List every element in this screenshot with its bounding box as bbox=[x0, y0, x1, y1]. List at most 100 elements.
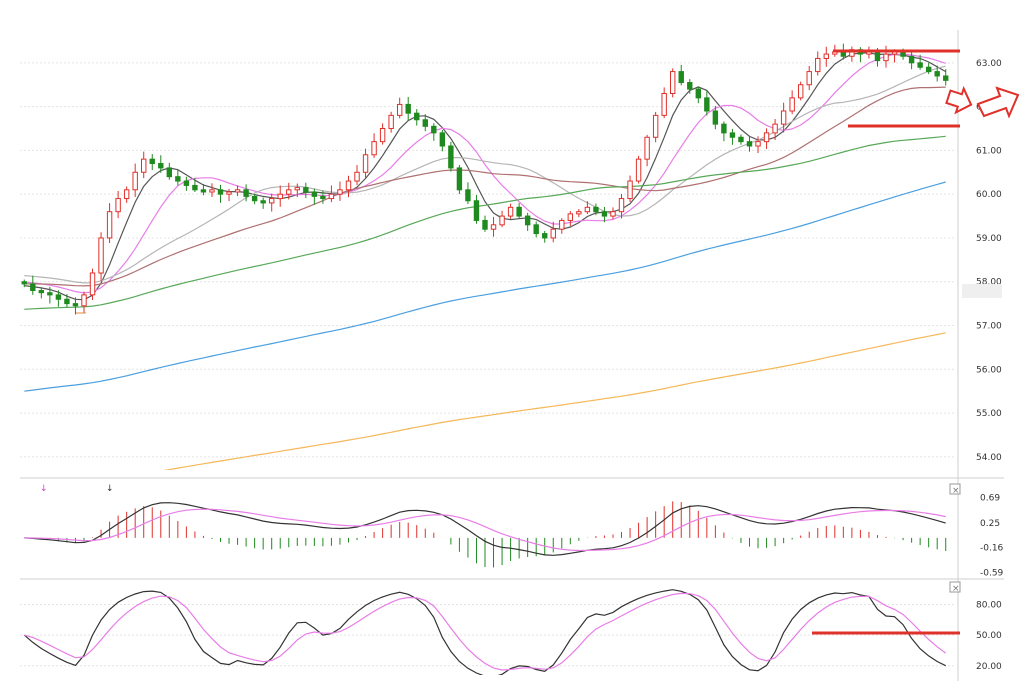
macd-lines bbox=[24, 502, 946, 556]
candle-104 bbox=[908, 55, 915, 64]
candle-63 bbox=[559, 219, 565, 230]
candle-55 bbox=[490, 224, 497, 230]
candle-58 bbox=[516, 206, 522, 217]
candle-61 bbox=[542, 233, 548, 239]
kd-y-tick-1: 50.00 bbox=[976, 631, 1002, 641]
macd-dif-line bbox=[24, 502, 946, 556]
candle-17 bbox=[166, 167, 173, 178]
candle-47 bbox=[422, 119, 428, 127]
candle-84 bbox=[738, 136, 744, 143]
candle-103 bbox=[900, 51, 906, 57]
kd-k-line bbox=[23, 589, 946, 675]
candle-5 bbox=[64, 298, 70, 305]
candle-1 bbox=[30, 283, 36, 291]
candle-72 bbox=[635, 158, 642, 182]
candle-49 bbox=[439, 132, 446, 147]
candle-10 bbox=[106, 211, 113, 239]
candle-35 bbox=[320, 195, 326, 200]
y-tick-4: 59.00 bbox=[976, 234, 1002, 244]
candle-9 bbox=[98, 237, 104, 274]
candle-69 bbox=[610, 211, 616, 217]
candle-101 bbox=[883, 53, 889, 62]
candle-71 bbox=[627, 180, 633, 200]
candle-39 bbox=[354, 171, 360, 182]
candle-50 bbox=[448, 145, 454, 169]
main-y-axis-ticks: 63.0062.0061.0060.0059.0058.0057.0056.00… bbox=[976, 59, 1002, 463]
y-tick-5: 58.00 bbox=[976, 278, 1002, 288]
candle-33 bbox=[303, 187, 309, 193]
candle-52 bbox=[465, 189, 471, 202]
candle-80 bbox=[704, 97, 710, 112]
kd-y-tick-0: 80.00 bbox=[976, 600, 1002, 610]
candle-90 bbox=[789, 97, 795, 112]
candle-81 bbox=[712, 110, 719, 125]
candle-106 bbox=[925, 66, 932, 73]
candle-21 bbox=[200, 189, 207, 193]
candle-66 bbox=[584, 206, 591, 213]
macd-histogram bbox=[32, 501, 947, 568]
ma-line-10 bbox=[24, 53, 946, 294]
gridlines bbox=[20, 62, 956, 458]
candle-36 bbox=[328, 193, 335, 200]
candle-82 bbox=[721, 123, 727, 134]
macd-dea-line bbox=[24, 508, 946, 552]
candle-65 bbox=[576, 211, 582, 215]
candle-74 bbox=[652, 114, 659, 138]
candle-92 bbox=[806, 71, 812, 86]
candle-54 bbox=[482, 219, 488, 230]
candle-40 bbox=[362, 154, 369, 173]
candle-46 bbox=[414, 112, 420, 121]
candle-15 bbox=[149, 158, 155, 165]
candle-59 bbox=[524, 215, 531, 226]
macd-close-button[interactable] bbox=[949, 483, 961, 495]
macd-down-icon: ↓ bbox=[40, 484, 48, 494]
macd-y-tick-0: 0.69 bbox=[980, 493, 1000, 503]
kd-d-line bbox=[24, 592, 947, 671]
candle-68 bbox=[601, 211, 608, 217]
candle-4 bbox=[55, 294, 62, 300]
candle-30 bbox=[277, 193, 283, 200]
candle-85 bbox=[746, 141, 753, 147]
candle-79 bbox=[695, 88, 702, 99]
candle-86 bbox=[755, 141, 761, 147]
candle-3 bbox=[47, 292, 53, 296]
candle-14 bbox=[141, 158, 147, 173]
candle-29 bbox=[268, 198, 275, 204]
candle-16 bbox=[158, 163, 164, 169]
candle-26 bbox=[243, 189, 249, 197]
candle-25 bbox=[234, 189, 241, 193]
y-tick-2: 61.00 bbox=[976, 146, 1002, 156]
candle-73 bbox=[644, 136, 650, 160]
candle-105 bbox=[917, 62, 923, 68]
macd-close-icon: × bbox=[952, 486, 960, 496]
candle-107 bbox=[934, 71, 940, 77]
candle-48 bbox=[431, 125, 437, 134]
candle-88 bbox=[772, 123, 778, 134]
candle-60 bbox=[533, 224, 539, 235]
candle-41 bbox=[371, 141, 377, 156]
candle-89 bbox=[780, 110, 787, 125]
candle-67 bbox=[593, 206, 599, 213]
candle-18 bbox=[175, 176, 181, 182]
kd-gridlines bbox=[20, 603, 956, 667]
kd-lines bbox=[23, 589, 947, 675]
candle-70 bbox=[618, 198, 625, 213]
candle-23 bbox=[217, 189, 224, 195]
candle-91 bbox=[797, 84, 804, 99]
candle-76 bbox=[670, 71, 676, 94]
candle-13 bbox=[132, 171, 138, 191]
candle-27 bbox=[251, 195, 258, 202]
ma-line-250 bbox=[163, 332, 946, 470]
candle-56 bbox=[499, 215, 505, 226]
y-tick-8: 55.00 bbox=[976, 409, 1002, 419]
candle-22 bbox=[209, 189, 215, 193]
candle-78 bbox=[687, 82, 693, 90]
candle-24 bbox=[226, 191, 232, 195]
current-price-box bbox=[962, 284, 1002, 298]
candle-93 bbox=[815, 57, 821, 73]
macd-y-tick-1: 0.25 bbox=[980, 519, 1000, 529]
candle-108 bbox=[943, 75, 949, 81]
candle-53 bbox=[473, 200, 480, 221]
kd-close-button[interactable] bbox=[949, 581, 961, 593]
